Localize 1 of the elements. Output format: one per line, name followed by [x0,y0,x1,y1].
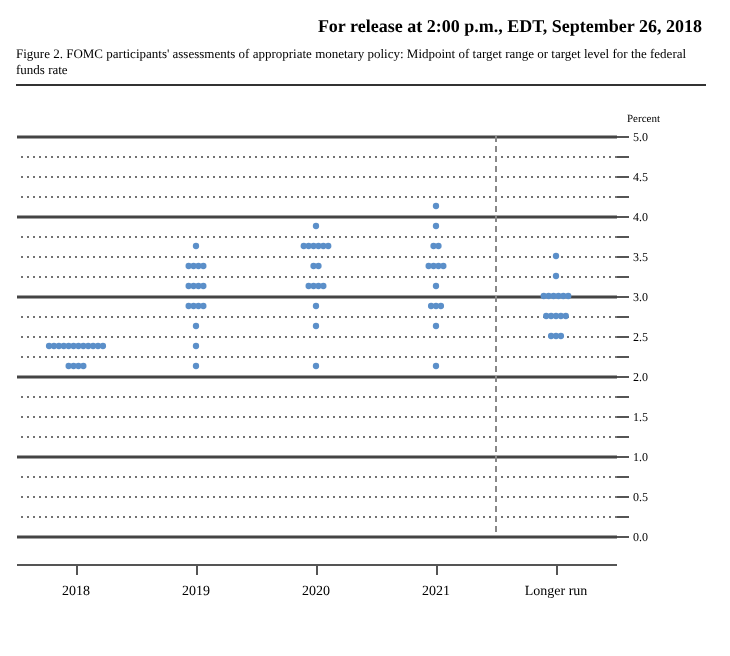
text: For release at 2:00 p.m., EDT, September 26, 2018 [315,14,704,36]
